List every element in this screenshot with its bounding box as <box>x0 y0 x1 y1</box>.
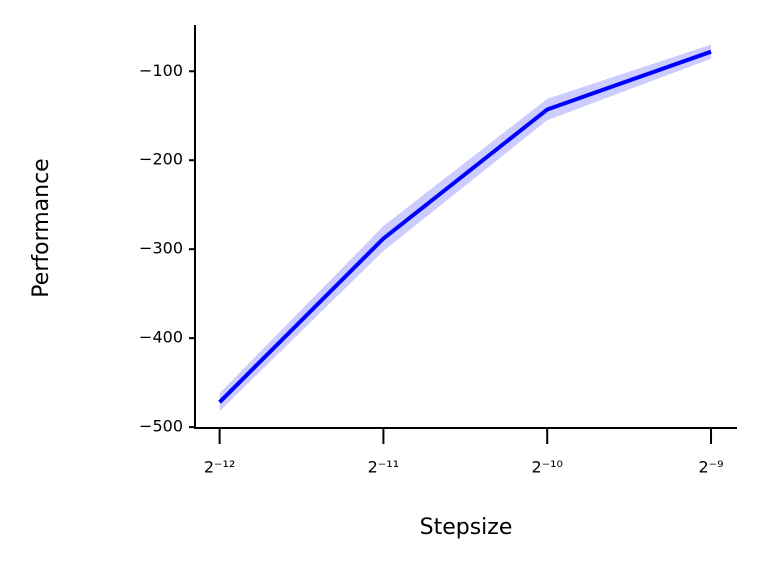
y-axis-label: Performance <box>29 158 54 297</box>
line <box>218 49 712 404</box>
y-tick-label: −100 <box>139 61 183 80</box>
x-tick-label: 2⁻¹¹ <box>368 458 399 477</box>
x-axis-label: Stepsize <box>420 515 513 540</box>
y-tick-label: −500 <box>139 417 183 436</box>
y-tick-label: −200 <box>139 150 183 169</box>
x-tick-label: 2⁻¹⁰ <box>531 458 562 477</box>
error-band <box>219 44 712 412</box>
x-tick-label: 2⁻¹² <box>204 458 235 477</box>
x-tick-label: 2⁻⁹ <box>699 458 724 477</box>
y-tick-label: −300 <box>139 239 183 258</box>
y-tick-label: −400 <box>139 328 183 347</box>
